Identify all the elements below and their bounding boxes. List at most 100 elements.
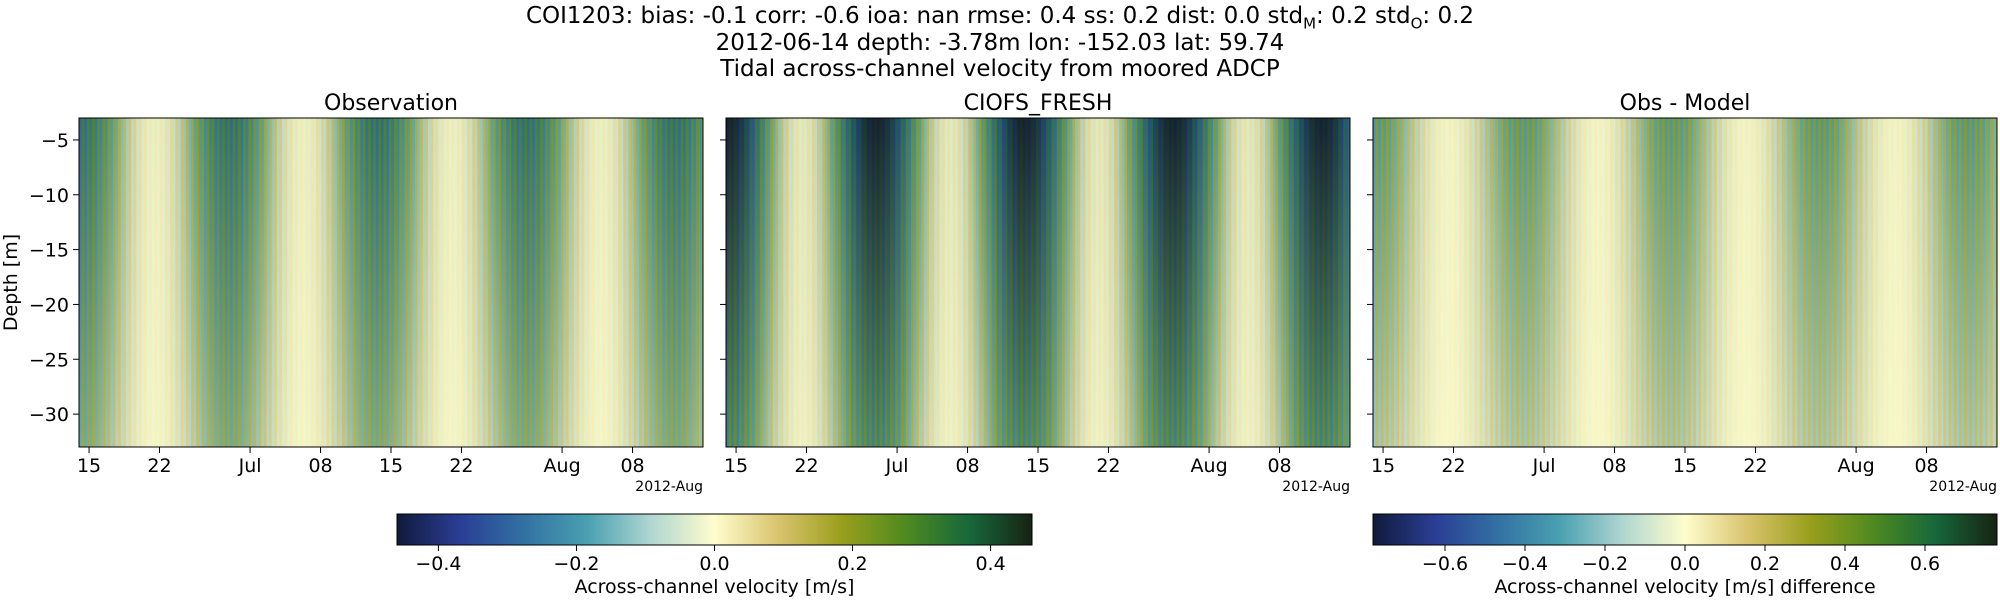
heatmap-column [905,118,909,447]
heatmap-column [999,118,1003,447]
heatmap-column [1755,118,1760,447]
heatmap-0 [79,118,703,447]
heatmap-column [1324,118,1329,447]
heatmap-column [618,118,622,447]
heatmap-column [375,118,380,447]
heatmap-column [175,118,179,447]
heatmap-column [1080,118,1084,447]
heatmap-column [1474,118,1478,447]
heatmap-column [877,118,881,447]
heatmap-column [1589,118,1593,447]
heatmap-column [576,118,580,447]
heatmap-column [198,118,202,447]
heatmap-column [94,118,98,447]
heatmap-column [962,118,967,447]
heatmap-column [1101,118,1105,447]
heatmap-column [1917,118,1921,447]
heatmap-column [1771,118,1775,447]
heatmap-column [1082,118,1086,447]
heatmap-column [1912,118,1916,447]
heatmap-column [86,118,91,447]
heatmap-column [1805,118,1809,447]
heatmap-column [978,118,982,447]
heatmap-column [793,118,797,447]
heatmap-column [869,118,873,447]
heatmap-column [1641,118,1645,447]
heatmap-column [1103,118,1107,447]
heatmap-column [204,118,208,447]
heatmap-column [892,118,896,447]
heatmap-column [1471,118,1476,447]
heatmap-column [177,118,182,447]
figure-title-line-3: Tidal across-channel velocity from moore… [720,56,1280,82]
heatmap-column [164,118,169,447]
heatmap-column [856,118,860,447]
heatmap-column [1383,118,1387,447]
heatmap-column [1015,118,1019,447]
heatmap-column [1706,118,1710,447]
heatmap-column [1375,118,1379,447]
heatmap-column [1479,118,1483,447]
heatmap-column [485,118,489,447]
heatmap-2 [1373,118,1997,447]
title-subscript-m: M [1303,14,1317,33]
heatmap-column [258,118,262,447]
heatmap-column [1516,118,1520,447]
heatmap-column [1609,118,1614,447]
heatmap-column [92,118,96,447]
heatmap-column [334,118,338,447]
heatmap-column [172,118,176,447]
heatmap-column [1197,118,1201,447]
heatmap-column [767,118,771,447]
heatmap-column [1919,118,1924,447]
heatmap-column [672,118,676,447]
heatmap-column [762,118,766,447]
heatmap-column [295,118,299,447]
heatmap-column [1935,118,1939,447]
heatmap-column [222,118,226,447]
heatmap-column [1906,118,1911,447]
heatmap-column [1508,118,1512,447]
heatmap-column [1708,118,1713,447]
heatmap-column [1550,118,1554,447]
heatmap-column [266,118,270,447]
heatmap-column [263,118,268,447]
heatmap-column [1051,118,1055,447]
heatmap-column [752,118,756,447]
heatmap-column [976,118,980,447]
heatmap-column [490,118,494,447]
heatmap-column [154,118,158,447]
heatmap-column [1547,118,1551,447]
title-stats-suffix: : 0.2 [1422,3,1475,29]
heatmap-column [1132,118,1136,447]
heatmap-column [1677,118,1681,447]
heatmap-column [430,118,434,447]
heatmap-column [1288,118,1292,447]
heatmap-column [1265,118,1269,447]
heatmap-column [1698,118,1702,447]
heatmap-column [798,118,803,447]
heatmap-column [1035,118,1040,447]
heatmap-column [1414,118,1418,447]
heatmap-column [848,118,852,447]
heatmap-column [1638,118,1642,447]
heatmap-column [1181,118,1185,447]
heatmap-column [592,118,596,447]
heatmap-column [1518,118,1523,447]
heatmap-column [1046,118,1050,447]
x-offset-label: 2012-Aug [1929,479,1997,495]
heatmap-column [1477,118,1481,447]
heatmap-column [1241,118,1245,447]
heatmap-column [547,118,551,447]
heatmap-column [506,118,510,447]
heatmap-column [594,118,598,447]
heatmap-column [1419,118,1424,447]
heatmap-column [1487,118,1491,447]
y-tick-label: −25 [29,349,69,371]
heatmap-column [209,118,213,447]
heatmap-column [1719,118,1723,447]
heatmap-column [1901,118,1905,447]
x-tick-label: Jul [238,455,262,477]
heatmap-column [560,118,564,447]
heatmap-column [1267,118,1271,447]
